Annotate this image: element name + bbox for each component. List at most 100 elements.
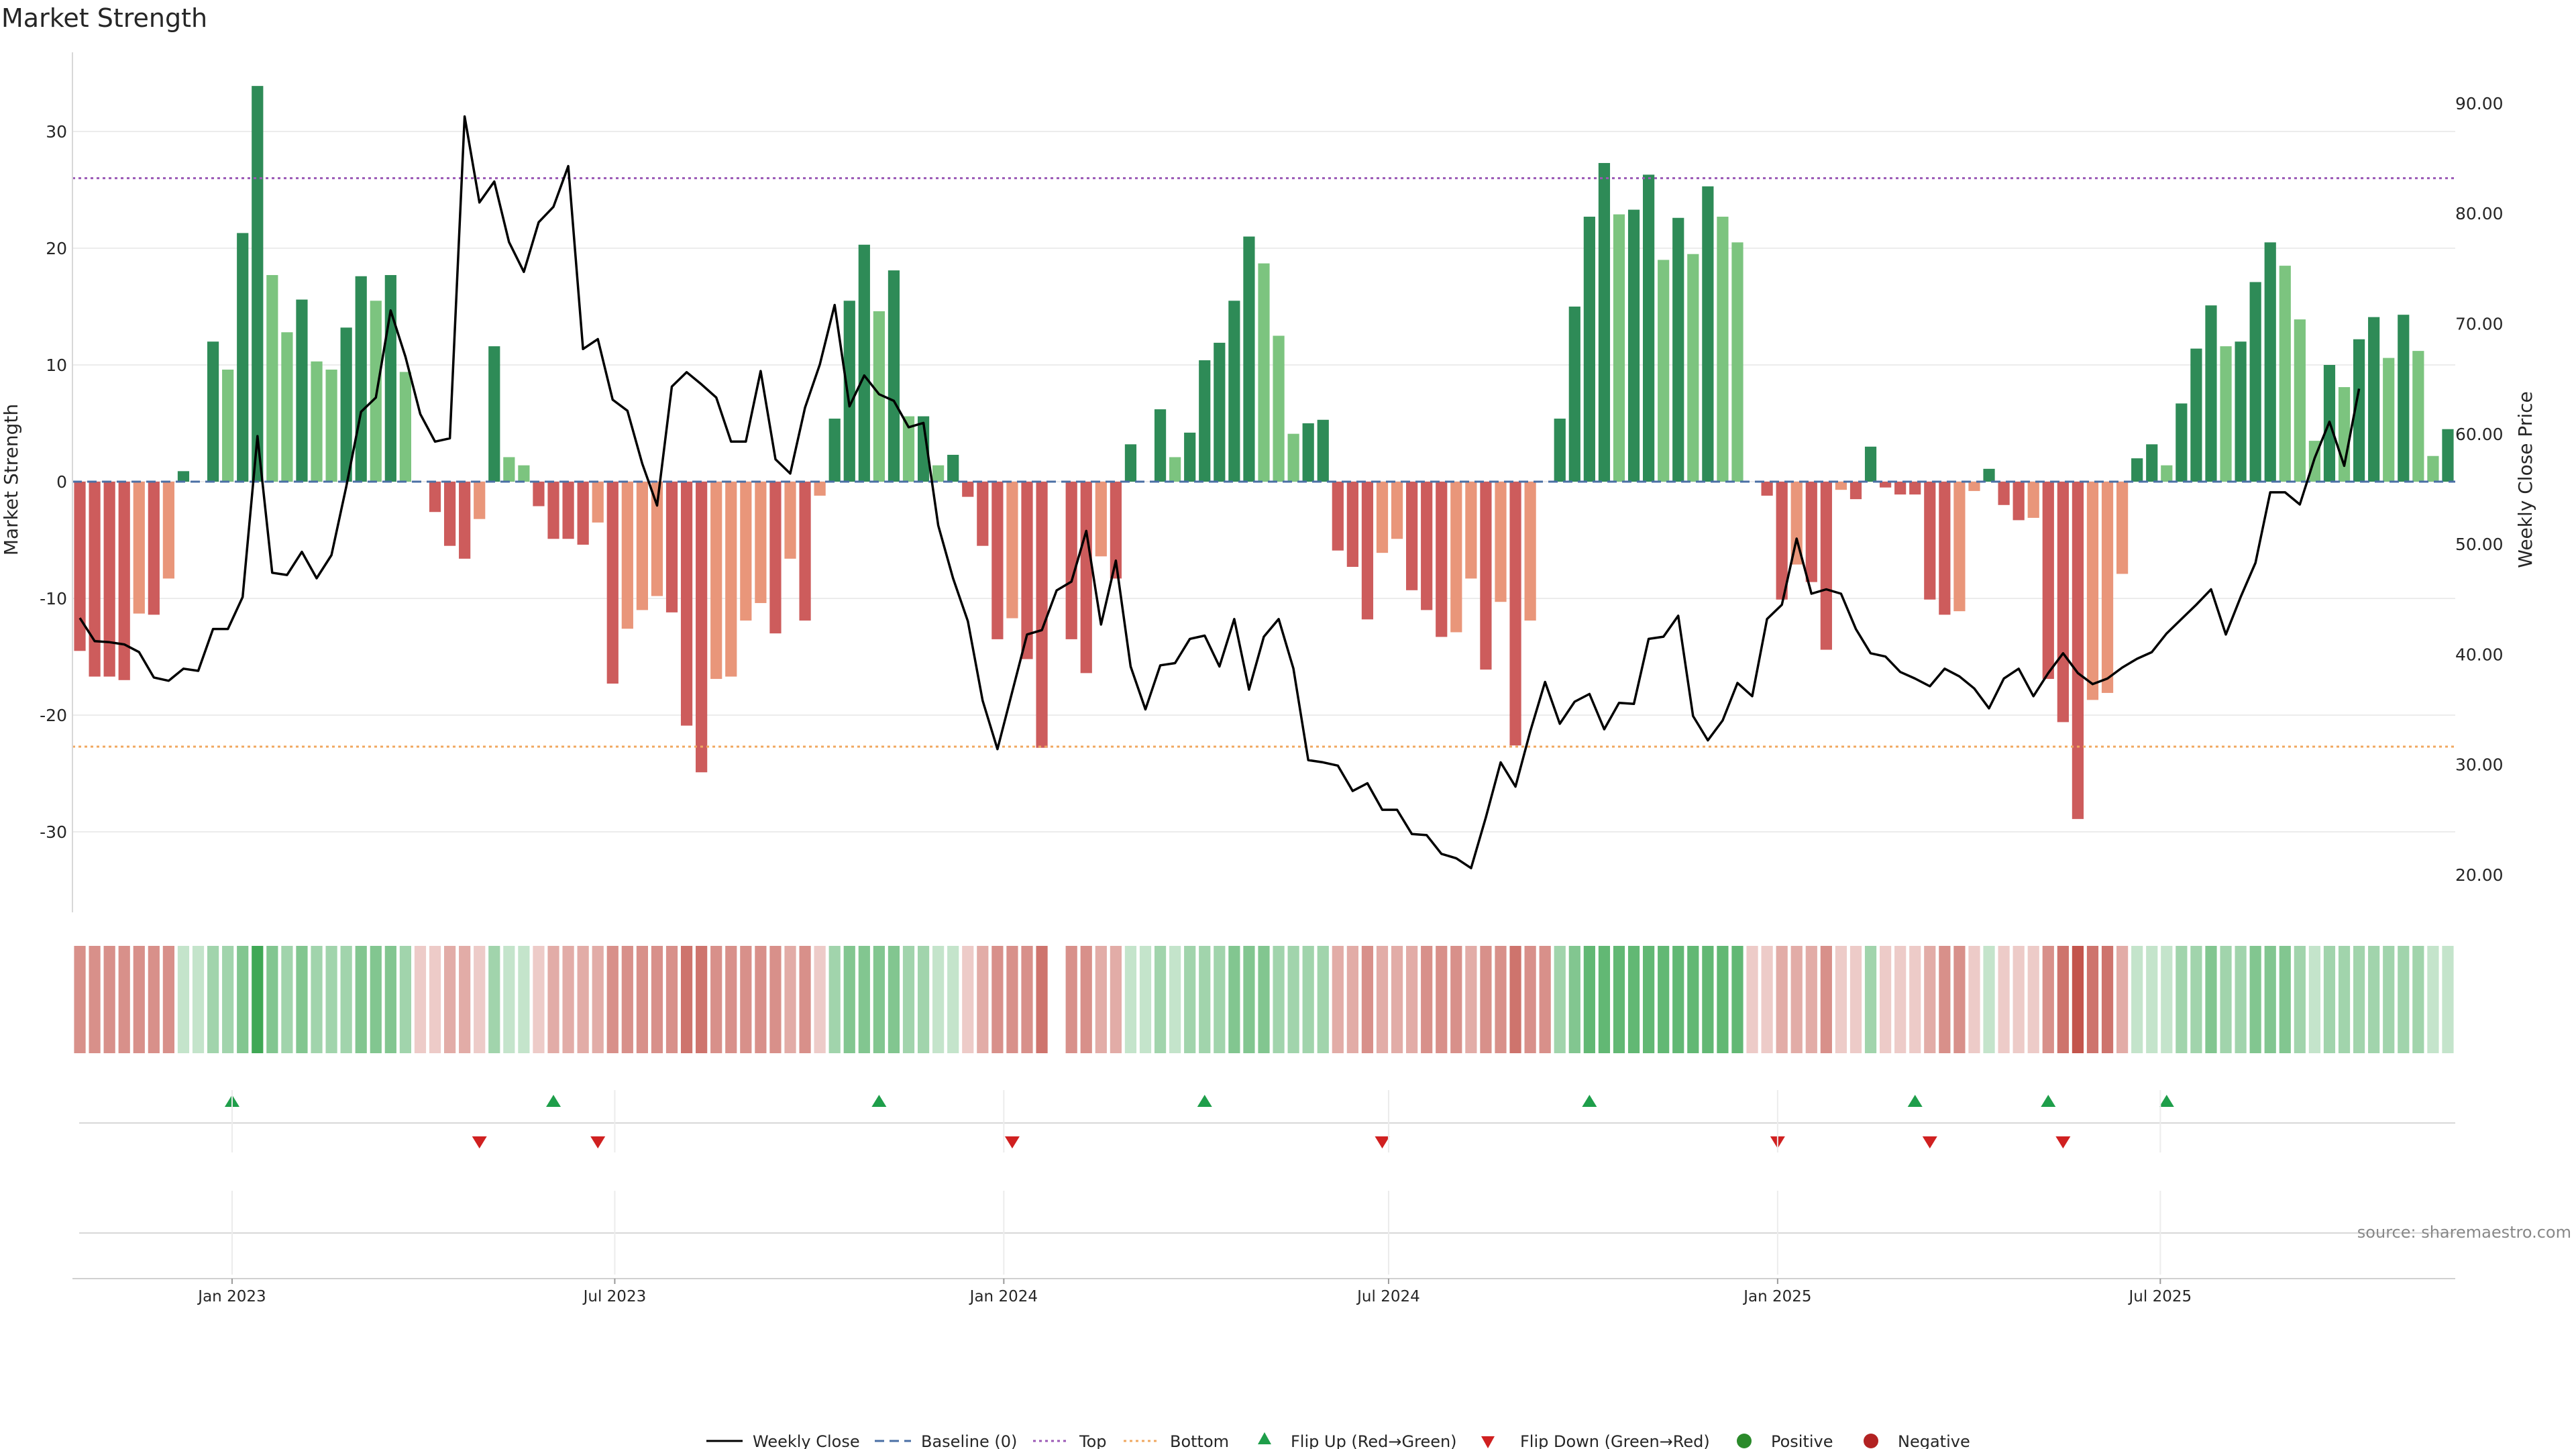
legend-negative-icon [1864,1434,1878,1448]
strength-bar [1110,482,1122,579]
heat-cell [665,946,678,1053]
heat-cell [2383,946,2395,1053]
strength-bar [1421,482,1433,610]
strength-bar [1894,482,1907,495]
strength-bar [177,471,190,482]
heat-cell [2027,946,2039,1053]
strength-bar [1080,482,1092,674]
strength-bar [814,482,826,496]
strength-bar [2398,315,2410,482]
heat-cell [2072,946,2084,1053]
heat-cell [1436,946,1448,1053]
legend-flip-up-label: Flip Up (Red→Green) [1291,1432,1457,1449]
strength-bar [1627,209,1640,482]
heat-cell [1480,946,1492,1053]
heat-cell [1864,946,1877,1053]
heat-cell [2323,946,2336,1053]
heat-cell [2057,946,2069,1053]
strength-bar [799,482,811,621]
heat-cell [977,946,989,1053]
strength-bar [1835,482,1847,490]
strength-bar [429,482,441,513]
heat-cell [1598,946,1611,1053]
heat-cell [1361,946,1374,1053]
strength-bar [207,341,219,482]
strength-bar [1154,409,1167,482]
y-tick-label: 0 [56,472,67,492]
legend-positive-icon [1737,1434,1752,1448]
strength-bar [873,311,885,482]
heat-cell [1702,946,1714,1053]
strength-bar [947,454,959,482]
strength-bar [252,86,264,482]
heat-cell [1465,946,1477,1053]
heat-cell [2146,946,2158,1053]
flip-up-marker [2159,1095,2174,1107]
x-tick-label: Jan 2025 [1742,1288,1811,1305]
strength-bar [1495,482,1507,602]
legend-baseline-label: Baseline (0) [921,1432,1017,1449]
strength-bar [133,482,145,614]
strength-bar [2116,482,2129,574]
heat-cell [1613,946,1625,1053]
strength-bar [118,482,130,680]
strength-bar [962,482,974,497]
strength-bar [237,233,249,482]
strength-bar [1880,482,1892,488]
heat-cell [2249,946,2261,1053]
heat-cell [1421,946,1433,1053]
flip-markers [79,1095,2455,1234]
heat-cell [1658,946,1670,1053]
heat-cell [474,946,486,1053]
heat-cell [2353,946,2365,1053]
heat-cell [118,946,130,1053]
heat-cell [2012,946,2025,1053]
strength-bar [474,482,486,519]
heat-cell [562,946,574,1053]
heat-cell [1139,946,1152,1053]
strength-bar [1228,301,1240,482]
heat-cell [2042,946,2054,1053]
strength-bar [1568,307,1580,482]
strength-bar [325,369,337,482]
strength-bar [547,482,559,539]
strength-bar [2027,482,2039,518]
strength-bar [1953,482,1966,612]
heat-cell [252,946,264,1053]
strength-bar [1361,482,1374,620]
heat-cell [2427,946,2439,1053]
strength-bar [281,332,293,482]
heat-cell [1627,946,1640,1053]
strength-bar [1302,423,1314,482]
heat-cell [281,946,293,1053]
flip-up-marker [546,1095,561,1107]
heat-cell [1110,946,1122,1053]
heat-cell [1583,946,1595,1053]
strength-bar [2294,319,2306,482]
strength-bars [74,86,2454,819]
strength-bar [1805,482,1817,582]
strength-bar [1258,263,1270,482]
heat-cell [1154,946,1167,1053]
flip-down-marker [590,1136,606,1148]
heat-cell [399,946,412,1053]
heat-cell [1776,946,1788,1053]
heat-cell [799,946,811,1053]
strength-bar [503,457,515,482]
strength-bar [1672,217,1684,482]
strength-bar [2190,348,2202,482]
strength-bar [1273,335,1285,482]
heat-cell [1880,946,1892,1053]
strength-bar [1820,482,1832,650]
legend-flip-up-icon [1258,1432,1271,1444]
strength-bar [2442,429,2454,482]
strength-bar [977,482,989,546]
flip-up-marker [871,1095,887,1107]
strength-bar [755,482,767,603]
heat-cell [1214,946,1226,1053]
legend-flip-down-icon [1481,1436,1495,1448]
heat-cell [888,946,900,1053]
strength-bar [1717,217,1729,482]
strength-bar [1509,482,1521,746]
heat-cell [2176,946,2188,1053]
